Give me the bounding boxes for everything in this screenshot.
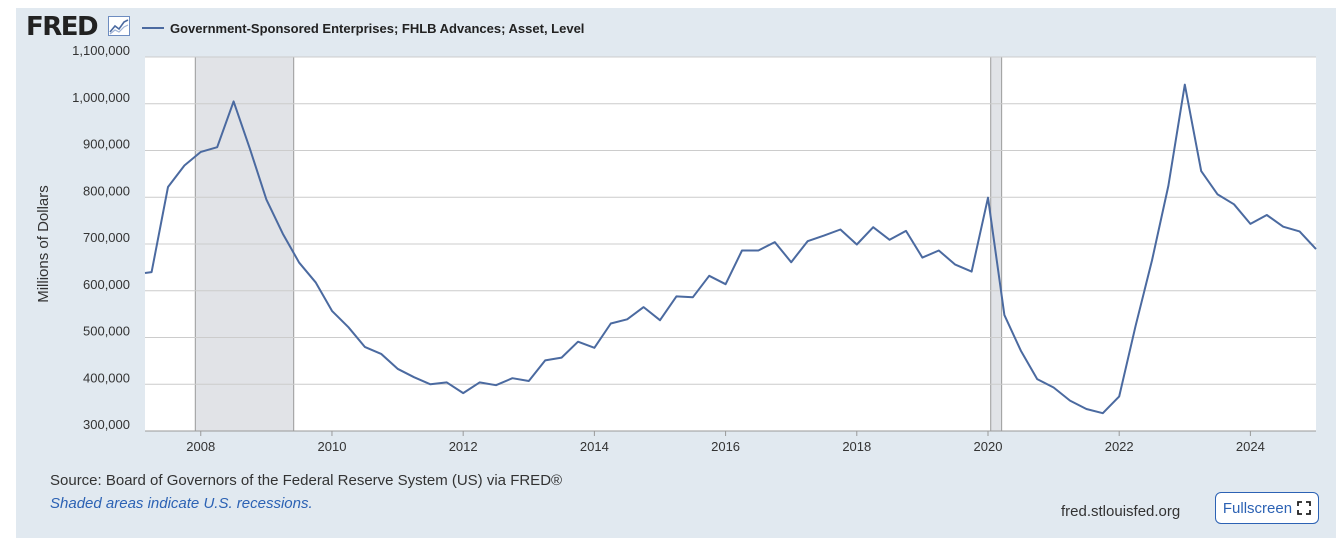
x-tick-label: 2008 bbox=[186, 439, 215, 454]
y-tick-label: 500,000 bbox=[83, 324, 130, 339]
y-axis-title: Millions of Dollars bbox=[35, 185, 52, 303]
x-tick-label: 2024 bbox=[1236, 439, 1265, 454]
fullscreen-icon bbox=[1297, 501, 1311, 515]
x-tick-label: 2012 bbox=[449, 439, 478, 454]
source-text: Source: Board of Governors of the Federa… bbox=[50, 472, 563, 489]
site-url[interactable]: fred.stlouisfed.org bbox=[1061, 503, 1181, 520]
x-tick-label: 2018 bbox=[842, 439, 871, 454]
y-tick-label: 1,000,000 bbox=[72, 90, 130, 105]
x-tick-label: 2016 bbox=[711, 439, 740, 454]
x-tick-label: 2020 bbox=[974, 439, 1003, 454]
series-line bbox=[144, 83, 1317, 415]
y-tick-label: 1,100,000 bbox=[72, 43, 130, 58]
fullscreen-label: Fullscreen bbox=[1222, 499, 1293, 517]
legend: Government-Sponsored Enterprises; FHLB A… bbox=[142, 18, 584, 38]
x-tick-label: 2014 bbox=[580, 439, 609, 454]
recession-note: Shaded areas indicate U.S. recessions. bbox=[50, 495, 313, 512]
y-tick-label: 800,000 bbox=[83, 183, 130, 198]
x-tick-label: 2022 bbox=[1105, 439, 1134, 454]
chart-line-icon bbox=[108, 16, 130, 36]
fred-logo[interactable]: FRED bbox=[26, 12, 99, 42]
y-tick-label: 400,000 bbox=[83, 370, 130, 385]
y-tick-label: 600,000 bbox=[83, 277, 130, 292]
legend-label: Government-Sponsored Enterprises; FHLB A… bbox=[170, 20, 585, 36]
x-tick-label: 2010 bbox=[318, 439, 347, 454]
line-chart: 300,000 400,000 500,000 600,000 700,000 800,0… bbox=[35, 43, 1317, 454]
y-tick-label: 900,000 bbox=[83, 137, 130, 152]
y-tick-label: 700,000 bbox=[83, 230, 130, 245]
fullscreen-button[interactable]: Fullscreen bbox=[1215, 492, 1319, 524]
legend-swatch bbox=[142, 27, 164, 29]
y-tick-label: 300,000 bbox=[83, 417, 130, 432]
